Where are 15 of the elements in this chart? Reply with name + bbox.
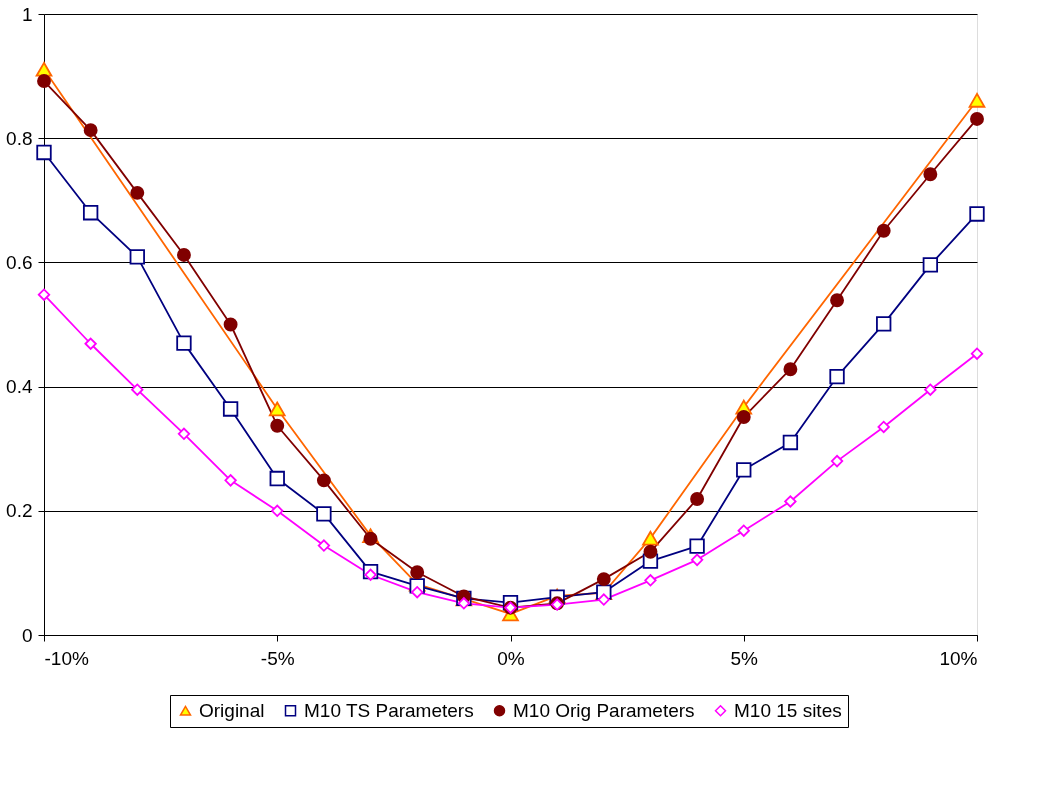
x-tick-label: 0% bbox=[497, 647, 525, 669]
y-tick-label: 0 bbox=[21, 624, 33, 646]
x-tick-label: 10% bbox=[939, 647, 978, 669]
legend-label: Original bbox=[199, 699, 265, 721]
y-tick-label: 0.6 bbox=[6, 251, 33, 273]
legend-label: M10 Orig Parameters bbox=[513, 699, 695, 721]
y-tick-label: 0.8 bbox=[6, 127, 33, 149]
y-tick-label: 1 bbox=[21, 3, 33, 25]
x-tick-label: -5% bbox=[260, 647, 295, 669]
x-tick-label: 5% bbox=[730, 647, 759, 669]
legend-label: M10 15 sites bbox=[734, 699, 842, 721]
legend-label: M10 TS Parameters bbox=[304, 699, 474, 721]
x-tick-label: -10% bbox=[44, 647, 89, 669]
y-tick-label: 0.2 bbox=[6, 500, 33, 522]
y-tick-label: 0.4 bbox=[6, 376, 33, 398]
